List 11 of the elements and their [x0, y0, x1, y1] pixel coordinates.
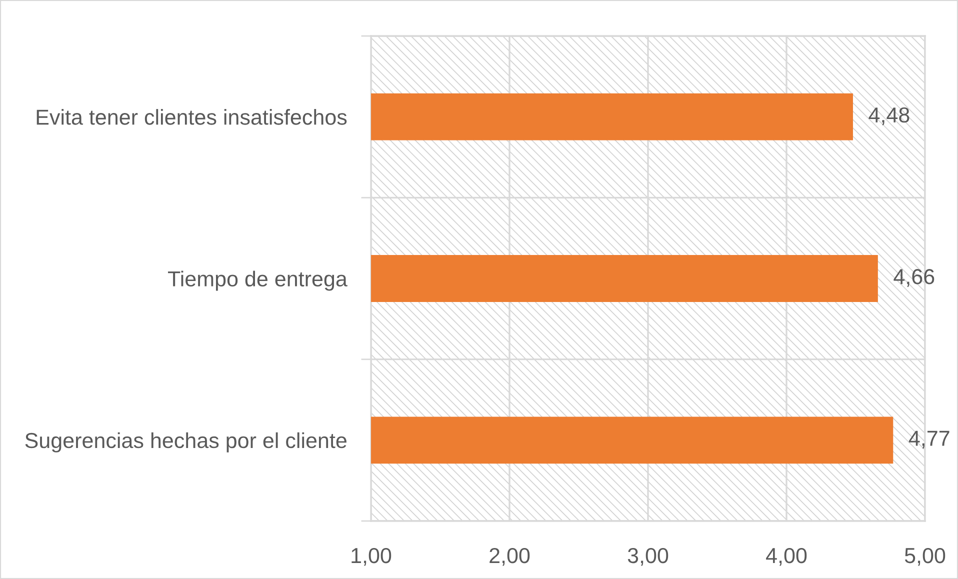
- data-label: 4,66: [894, 269, 934, 287]
- x-tick-label: 2,00: [490, 548, 530, 566]
- x-tick-label: 1,00: [352, 548, 392, 566]
- x-tick-label: 3,00: [628, 548, 668, 566]
- x-tick-label: 4,00: [766, 548, 807, 566]
- y-tick-label: Sugerencias hechas por el cliente: [25, 432, 346, 452]
- data-label: 4,48: [868, 107, 910, 126]
- y-tick-label: Evita tener clientes insatisfechos: [36, 109, 347, 125]
- x-tick-label: 5,00: [904, 548, 946, 566]
- data-label: 4,77: [908, 430, 950, 448]
- y-tick-label: Tiempo de entrega: [168, 270, 348, 291]
